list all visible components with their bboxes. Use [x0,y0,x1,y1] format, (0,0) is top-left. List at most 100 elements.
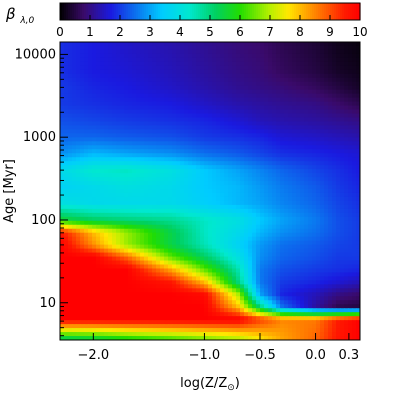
heatmap-cell [96,93,101,99]
heatmap-cell [328,89,333,95]
colorbar-segment [280,3,283,20]
heatmap-cell [132,153,137,158]
heatmap-cell [264,85,269,91]
heatmap-cell [284,228,289,234]
heatmap-cell [188,133,193,138]
heatmap-cell [128,177,133,182]
heatmap-cell [316,85,321,91]
heatmap-cell [324,288,329,293]
heatmap-cell [240,129,245,134]
heatmap-cell [276,149,281,154]
heatmap-cell [116,192,121,198]
heatmap-cell [140,45,145,51]
heatmap-cell [64,185,69,190]
heatmap-cell [172,256,177,262]
heatmap-cell [152,113,157,118]
heatmap-cell [220,89,225,95]
heatmap-cell [88,65,93,71]
heatmap-cell [152,69,157,75]
heatmap-cell [252,292,257,297]
heatmap-cell [320,49,325,55]
heatmap-cell [64,42,69,47]
heatmap-cell [340,157,345,162]
colorbar-segment [266,3,269,20]
heatmap-cell [108,200,113,206]
heatmap-cell [144,145,149,150]
heatmap-cell [108,189,113,194]
heatmap-cell [68,125,73,130]
heatmap-cell [232,244,237,250]
heatmap-cell [232,137,237,142]
heatmap-cell [184,196,189,202]
heatmap-cell [92,157,97,162]
heatmap-cell [96,45,101,51]
heatmap-cell [156,208,161,214]
heatmap-cell [260,173,265,178]
heatmap-cell [168,284,173,289]
heatmap-cell [284,276,289,281]
heatmap-cell [268,157,273,162]
heatmap-cell [356,73,361,79]
heatmap-cell [160,240,165,246]
heatmap-cell [72,161,77,166]
heatmap-cell [312,272,317,277]
heatmap-cell [152,157,157,162]
heatmap-cell [220,200,225,206]
heatmap-cell [356,173,361,178]
colorbar-segment [320,3,323,20]
heatmap-cell [104,89,109,95]
heatmap-cell [348,284,353,289]
heatmap-cell [64,240,69,246]
heatmap-cell [176,101,181,107]
heatmap-cell [156,117,161,122]
heatmap-cell [268,109,273,115]
heatmap-cell [88,149,93,154]
heatmap-cell [68,200,73,206]
heatmap-cell [96,276,101,281]
heatmap-cell [116,173,121,178]
heatmap-cell [332,276,337,281]
heatmap-cell [148,85,153,91]
heatmap-cell [352,196,357,202]
heatmap-cell [340,161,345,166]
heatmap-cell [320,236,325,242]
heatmap-cell [160,149,165,154]
heatmap-cell [104,133,109,138]
heatmap-cell [228,232,233,238]
heatmap-cell [68,248,73,254]
heatmap-cell [208,105,213,111]
heatmap-cell [176,276,181,281]
heatmap-cell [144,77,149,83]
heatmap-cell [332,117,337,122]
heatmap-cell [276,93,281,99]
heatmap-cell [192,264,197,269]
heatmap-cell [184,252,189,258]
heatmap-cell [88,244,93,250]
colorbar-segment [148,3,151,20]
heatmap-cell [328,212,333,218]
heatmap-cell [140,284,145,289]
heatmap-cell [356,109,361,115]
heatmap-cell [92,153,97,158]
heatmap-cell [204,212,209,218]
heatmap-cell [172,252,177,258]
heatmap-cell [220,85,225,91]
heatmap-cell [352,192,357,198]
heatmap-cell [120,53,125,59]
heatmap-cell [116,212,121,218]
heatmap-cell [188,141,193,146]
heatmap-cell [276,204,281,210]
heatmap-cell [232,141,237,146]
heatmap-cell [228,240,233,246]
heatmap-cell [124,272,129,277]
heatmap-cell [156,109,161,115]
heatmap-cell [292,169,297,174]
heatmap-cell [356,81,361,87]
heatmap-cell [108,141,113,146]
heatmap-cell [176,248,181,254]
heatmap-cell [84,137,89,142]
heatmap-cell [324,173,329,178]
heatmap-cell [60,117,65,122]
heatmap-cell [216,264,221,269]
heatmap-cell [96,133,101,138]
